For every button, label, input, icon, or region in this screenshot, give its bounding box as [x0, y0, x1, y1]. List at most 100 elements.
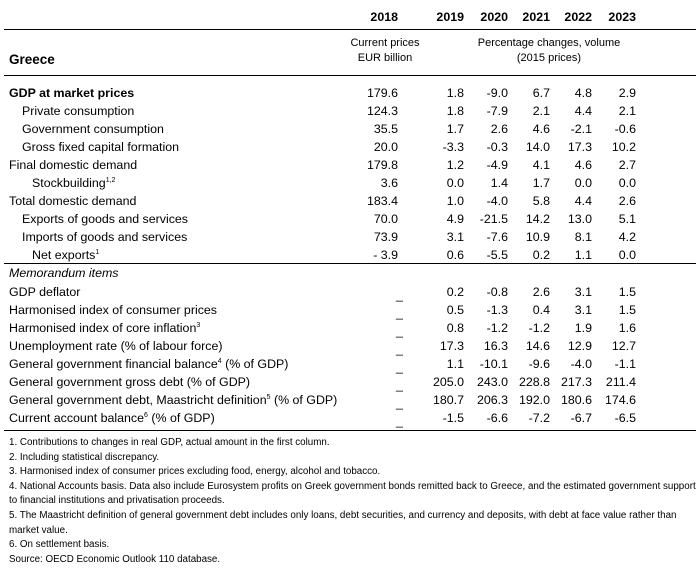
cell-2022: 4.6: [574, 158, 592, 172]
cell-2023: -6.5: [614, 411, 636, 425]
cell-2023: 2.1: [618, 104, 636, 118]
col2018-subheader-line1: Current prices: [350, 37, 420, 49]
cell-2018: 179.6: [366, 86, 398, 100]
cell-2019: 4.9: [446, 212, 464, 226]
cell-2021: -9.6: [528, 357, 550, 371]
cell-2023: 1.6: [618, 321, 636, 335]
cell-2020: 1.4: [490, 176, 508, 190]
table-row: Government consumption 35.5 1.7 2.6 4.6 -2.1 -…: [4, 120, 696, 138]
footnote-marker: 5: [266, 394, 271, 401]
cell-2022: 4.4: [574, 194, 592, 208]
cell-2022: 12.9: [567, 339, 592, 353]
table-row: Private consumption 124.3 1.8 -7.9 2.1 4.4 2.1: [4, 102, 696, 120]
cell-2021: 2.6: [532, 285, 550, 299]
cell-2023: 5.1: [618, 212, 636, 226]
cell-2020: -1.3: [486, 303, 508, 317]
footnote: 2. Including statistical discrepancy.: [9, 451, 160, 463]
row-label: Current account balance6 (% of GDP): [9, 411, 215, 425]
cell-2019: 1.7: [446, 122, 464, 136]
memo-row: Harmonised index of core inflation3 _ 0.8 -…: [4, 319, 696, 338]
footnote: Source: OECD Economic Outlook 110 databa…: [9, 553, 221, 565]
cell-2022: 217.3: [560, 375, 592, 389]
na-dash: _: [396, 414, 403, 428]
row-label: Stockbuilding1,2: [32, 176, 116, 190]
top-rule: [4, 29, 696, 30]
cell-2020: 206.3: [476, 393, 508, 407]
cell-2020: -7.9: [486, 104, 508, 118]
cell-2023: 0.0: [618, 176, 636, 190]
cell-2019: 1.0: [446, 194, 464, 208]
cell-2019: 0.5: [446, 303, 464, 317]
year-2023: 2023: [608, 10, 636, 24]
cell-2023: 211.4: [605, 375, 636, 389]
cell-2023: 4.2: [618, 230, 636, 244]
row-label: Gross fixed capital formation: [22, 140, 180, 154]
footnotes: 1. Contributions to changes in real GDP,…: [9, 436, 697, 567]
cell-2018: 35.5: [373, 122, 398, 136]
table-row: Exports of goods and services 70.0 4.9 -21.…: [4, 210, 696, 228]
cell-2021: -1.2: [528, 321, 550, 335]
col2018-subheader: Current prices EUR billion: [340, 36, 430, 66]
cell-2022: 1.1: [574, 248, 592, 262]
cell-2018: 73.9: [373, 230, 398, 244]
cell-2019: 1.1: [446, 357, 464, 371]
table-row: Imports of goods and services 73.9 3.1 -7.6…: [4, 228, 696, 246]
memo-title: Memorandum items: [9, 266, 119, 280]
memo-row: General government financial balance4 (%…: [4, 355, 696, 374]
na-dash: _: [396, 324, 403, 338]
row-label: General government financial balance4 (%…: [9, 357, 289, 371]
cell-2021: 10.9: [525, 230, 550, 244]
cell-2023: 0.0: [618, 248, 636, 262]
cell-2018: 3.6: [380, 176, 398, 190]
cell-2021: 192.0: [518, 393, 550, 407]
cell-2020: -1.2: [486, 321, 508, 335]
cell-2022: 1.9: [574, 321, 592, 335]
cell-2018: 70.0: [373, 212, 398, 226]
na-dash: _: [396, 288, 403, 302]
cell-2021: 228.8: [518, 375, 550, 389]
cell-2019: 0.6: [446, 248, 464, 262]
cell-2023: 1.5: [618, 285, 636, 299]
footnote-marker: 6: [144, 412, 148, 419]
cell-2022: 0.0: [574, 176, 592, 190]
cell-2022: 4.8: [574, 86, 592, 100]
bottom-rule: [4, 430, 696, 431]
footnote: 4. National Accounts basis. Data also in…: [9, 480, 696, 507]
cell-2021: 14.0: [525, 140, 550, 154]
cell-2022: 180.6: [560, 393, 592, 407]
cell-2019: -1.5: [442, 411, 464, 425]
cell-2020: -4.0: [486, 194, 508, 208]
cell-2022: 4.4: [574, 104, 592, 118]
row-label: Unemployment rate (% of labour force): [9, 339, 223, 353]
cell-2021: 4.1: [532, 158, 550, 172]
cell-2022: -4.0: [570, 357, 592, 371]
footnote-marker: 4: [217, 358, 222, 365]
cell-2021: 1.7: [532, 176, 550, 190]
cell-2019: 0.8: [446, 321, 464, 335]
footnote-marker: 1: [95, 249, 100, 256]
row-label: General government debt, Maastricht defi…: [9, 393, 338, 407]
cell-2018: 20.0: [373, 140, 398, 154]
cell-2018: 124.3: [366, 104, 398, 118]
cell-2019: 1.8: [446, 104, 464, 118]
pct-subheader-line2: (2015 prices): [516, 52, 582, 64]
cell-2019: 3.1: [446, 230, 464, 244]
cell-2021: 0.2: [532, 248, 550, 262]
pct-subheader: Percentage changes, volume (2015 prices): [459, 36, 639, 66]
memo-title-row: Memorandum items: [4, 264, 696, 282]
footnote: 5. The Maastricht definition of general …: [9, 509, 677, 536]
cell-2020: -5.5: [486, 248, 508, 262]
cell-2020: -9.0: [486, 86, 508, 100]
memo-row: General government gross debt (% of GDP)…: [4, 373, 696, 392]
memo-row: General government debt, Maastricht defi…: [4, 391, 696, 410]
table-row: Gross fixed capital formation 20.0 -3.3 -0.…: [4, 138, 696, 156]
footnote: 1. Contributions to changes in real GDP,…: [9, 437, 330, 448]
table-row: Net exports1 - 3.9 0.6 -5.5 0.2 1.1 0.0: [4, 246, 696, 264]
year-2021: 2021: [522, 10, 550, 24]
cell-2022: 3.1: [574, 303, 592, 317]
memo-row: Unemployment rate (% of labour force) _ 17…: [4, 337, 696, 356]
row-label: GDP at market prices: [9, 86, 135, 100]
cell-2021: 14.2: [525, 212, 550, 226]
cell-2023: -1.1: [614, 357, 636, 371]
cell-2023: 1.5: [618, 303, 636, 317]
